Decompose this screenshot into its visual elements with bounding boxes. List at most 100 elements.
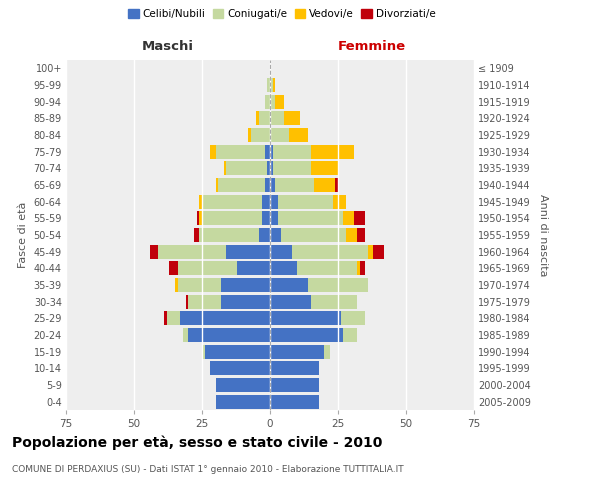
Bar xyxy=(262,211,270,226)
Bar xyxy=(311,144,355,159)
Bar xyxy=(178,278,221,292)
Bar xyxy=(275,178,314,192)
Bar xyxy=(273,78,275,92)
Bar xyxy=(281,228,346,242)
Bar xyxy=(270,194,278,209)
Bar xyxy=(205,344,270,359)
Bar xyxy=(265,178,270,192)
Bar xyxy=(273,162,311,175)
Bar xyxy=(270,128,289,142)
Bar xyxy=(226,244,270,259)
Bar xyxy=(275,94,284,109)
Bar xyxy=(373,244,384,259)
Y-axis label: Anni di nascita: Anni di nascita xyxy=(538,194,548,276)
Bar xyxy=(215,394,270,409)
Text: COMUNE DI PERDAXIUS (SU) - Dati ISTAT 1° gennaio 2010 - Elaborazione TUTTITALIA.: COMUNE DI PERDAXIUS (SU) - Dati ISTAT 1°… xyxy=(12,465,404,474)
Bar xyxy=(314,178,335,192)
Bar xyxy=(169,261,178,276)
Bar xyxy=(270,361,319,376)
Bar xyxy=(164,311,167,326)
Bar xyxy=(270,328,343,342)
Bar xyxy=(199,211,202,226)
Bar xyxy=(259,228,270,242)
Bar xyxy=(360,261,365,276)
Bar xyxy=(262,194,270,209)
Bar xyxy=(215,178,218,192)
Bar xyxy=(202,194,262,209)
Bar xyxy=(210,361,270,376)
Bar xyxy=(308,278,368,292)
Bar xyxy=(343,211,355,226)
Bar xyxy=(270,228,281,242)
Bar xyxy=(270,112,284,126)
Bar xyxy=(270,94,275,109)
Bar xyxy=(270,261,297,276)
Bar xyxy=(265,144,270,159)
Bar xyxy=(238,261,270,276)
Bar xyxy=(332,194,346,209)
Bar xyxy=(180,311,270,326)
Bar xyxy=(273,144,311,159)
Bar xyxy=(210,144,215,159)
Bar xyxy=(292,244,368,259)
Bar xyxy=(267,162,270,175)
Text: Popolazione per età, sesso e stato civile - 2010: Popolazione per età, sesso e stato civil… xyxy=(12,435,382,450)
Bar xyxy=(267,78,270,92)
Legend: Celibi/Nubili, Coniugati/e, Vedovi/e, Divorziati/e: Celibi/Nubili, Coniugati/e, Vedovi/e, Di… xyxy=(124,5,440,24)
Bar xyxy=(346,228,357,242)
Bar xyxy=(343,328,357,342)
Bar xyxy=(270,394,319,409)
Bar xyxy=(270,378,319,392)
Bar xyxy=(158,244,226,259)
Bar xyxy=(341,311,365,326)
Bar xyxy=(218,178,265,192)
Bar xyxy=(151,244,158,259)
Bar xyxy=(357,261,360,276)
Bar xyxy=(270,162,273,175)
Bar xyxy=(270,244,292,259)
Bar xyxy=(311,294,357,308)
Bar xyxy=(265,94,270,109)
Bar xyxy=(188,328,270,342)
Bar xyxy=(284,112,300,126)
Text: Maschi: Maschi xyxy=(142,40,194,52)
Y-axis label: Fasce di età: Fasce di età xyxy=(18,202,28,268)
Bar xyxy=(248,128,251,142)
Bar xyxy=(297,261,357,276)
Bar xyxy=(289,128,308,142)
Bar xyxy=(368,244,373,259)
Bar xyxy=(215,378,270,392)
Bar xyxy=(178,261,238,276)
Bar xyxy=(270,144,273,159)
Bar xyxy=(259,112,270,126)
Bar xyxy=(194,228,199,242)
Bar xyxy=(270,311,341,326)
Bar xyxy=(188,294,221,308)
Text: Femmine: Femmine xyxy=(338,40,406,52)
Bar xyxy=(215,144,265,159)
Bar xyxy=(185,294,188,308)
Bar xyxy=(251,128,270,142)
Bar xyxy=(256,112,259,126)
Bar xyxy=(311,162,338,175)
Bar xyxy=(355,211,365,226)
Bar xyxy=(199,228,259,242)
Bar xyxy=(167,311,180,326)
Bar xyxy=(270,178,275,192)
Bar xyxy=(325,344,330,359)
Bar xyxy=(221,294,270,308)
Bar xyxy=(197,211,199,226)
Bar xyxy=(199,194,202,209)
Bar xyxy=(278,194,332,209)
Bar xyxy=(270,344,325,359)
Bar xyxy=(270,278,308,292)
Bar xyxy=(270,294,311,308)
Bar xyxy=(278,211,343,226)
Bar xyxy=(270,78,273,92)
Bar xyxy=(357,228,365,242)
Bar xyxy=(202,211,262,226)
Bar xyxy=(270,211,278,226)
Bar xyxy=(221,278,270,292)
Bar xyxy=(226,162,267,175)
Bar xyxy=(202,344,205,359)
